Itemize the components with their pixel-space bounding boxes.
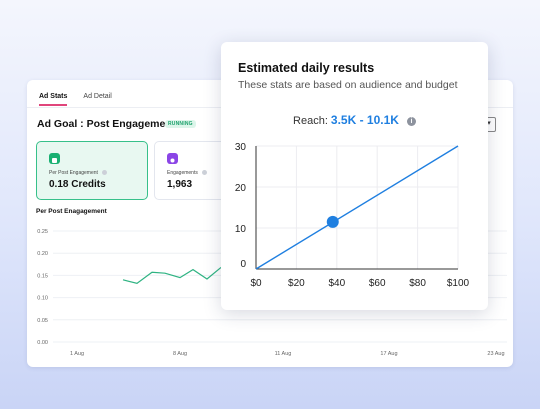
info-icon[interactable] <box>201 170 207 176</box>
chevron-down-icon: ▾ <box>487 120 491 127</box>
reach-label: Reach: <box>293 115 328 127</box>
x-tick-label: 8 Aug <box>173 351 187 357</box>
x-tick-label: 11 Aug <box>275 351 292 357</box>
ad-goal-title: Ad Goal : Post Engagement <box>37 118 176 130</box>
y-tick-label: 30 <box>235 142 247 153</box>
data-point-marker <box>326 215 339 228</box>
stat-card-per-post-engagement[interactable]: Per Post Engagement 0.18 Credits <box>36 141 148 200</box>
status-badge: RUNNING <box>165 120 196 128</box>
x-tick-label: 1 Aug <box>70 351 84 357</box>
y-tick-label: 0.00 <box>37 340 48 346</box>
y-tick-label: 0.10 <box>37 296 48 302</box>
y-tick-label: 0.25 <box>37 229 48 235</box>
popup-subtitle: These stats are based on audience and bu… <box>238 79 458 91</box>
series-line <box>122 266 222 285</box>
y-tick-label: 0.20 <box>37 251 48 257</box>
engagement-icon <box>167 153 178 164</box>
info-icon[interactable]: i <box>406 117 416 126</box>
x-tick-label: $40 <box>328 278 345 289</box>
reach-value: 3.5K - 10.1K <box>330 113 399 127</box>
series-line <box>255 145 459 270</box>
y-tick-label: 0 <box>240 259 246 270</box>
y-tick-label: 0.05 <box>37 318 48 324</box>
x-tick-label: 17 Aug <box>380 351 397 357</box>
info-icon[interactable] <box>101 170 107 176</box>
stat-value: 1,963 <box>167 179 193 190</box>
y-tick-label: 10 <box>235 224 247 235</box>
x-tick-label: $20 <box>288 278 305 289</box>
stat-label: Per Post Engagement <box>49 170 98 176</box>
x-tick-label: $80 <box>409 278 426 289</box>
reach-estimate-chart: $0 $20 $40 $60 $80 $100 30 20 10 0 <box>235 142 470 289</box>
credit-icon <box>49 153 60 164</box>
x-tick-label: $0 <box>250 278 262 289</box>
x-tick-label: 23 Aug <box>487 351 504 357</box>
y-tick-label: 0.15 <box>37 273 48 279</box>
x-tick-label: $100 <box>447 278 470 289</box>
y-tick-label: 20 <box>235 183 247 194</box>
stat-label: Engagements <box>167 170 198 176</box>
popup-title: Estimated daily results <box>238 61 375 75</box>
reach-row: Reach: 3.5K - 10.1K i <box>221 113 488 127</box>
tab-ad-stats[interactable]: Ad Stats <box>39 93 68 106</box>
x-tick-label: $60 <box>369 278 386 289</box>
chart-title: Per Post Enagagement <box>36 208 107 215</box>
estimated-results-popup: Estimated daily results These stats are … <box>221 42 488 310</box>
tab-bar: Ad Stats Ad Detail <box>39 93 112 106</box>
stat-value: 0.18 Credits <box>49 179 106 190</box>
tab-ad-detail[interactable]: Ad Detail <box>83 93 112 100</box>
